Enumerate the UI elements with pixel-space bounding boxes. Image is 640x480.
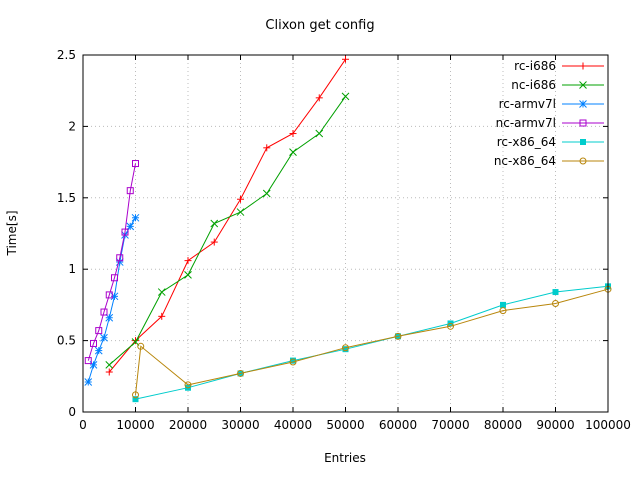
series-rc-x86_64 (132, 283, 611, 403)
legend-entry-nc-i686: nc-i686 (511, 78, 604, 92)
y-axis-label: Time[s] (5, 211, 19, 257)
x-tick-label: 70000 (431, 418, 469, 432)
legend-label: rc-x86_64 (497, 135, 556, 149)
series-rc-armv7l (84, 213, 140, 386)
legend: rc-i686 nc-i686 rc-armv7l nc-armv7l rc-x86_6… (494, 59, 604, 168)
y-tick-label: 1.5 (57, 191, 76, 205)
legend-label: nc-armv7l (496, 116, 556, 130)
y-tick-label: 1 (68, 262, 76, 276)
y-tick-label: 2 (68, 119, 76, 133)
series-nc-i686 (105, 92, 350, 369)
x-tick-label: 90000 (536, 418, 574, 432)
legend-entry-nc-armv7l: nc-armv7l (496, 116, 604, 130)
y-tick-label: 0 (68, 405, 76, 419)
axis-ticks: 0 10000 20000 30000 40000 50000 60000 70000 8000… (57, 48, 631, 432)
chart-generated-content: 0 10000 20000 30000 40000 50000 60000 70000 8000… (57, 48, 631, 432)
x-tick-label: 0 (79, 418, 87, 432)
plot-border (82, 54, 609, 413)
x-tick-label: 100000 (585, 418, 631, 432)
series-rc-i686 (105, 55, 349, 376)
x-tick-label: 40000 (274, 418, 312, 432)
y-tick-label: 2.5 (57, 48, 76, 62)
x-tick-label: 60000 (379, 418, 417, 432)
x-tick-label: 50000 (326, 418, 364, 432)
legend-entry-nc-x86_64: nc-x86_64 (494, 154, 604, 168)
series-nc-x86_64 (132, 285, 612, 399)
legend-entry-rc-i686: rc-i686 (514, 59, 604, 73)
x-tick-label: 20000 (169, 418, 207, 432)
chart-title: Clixon get config (265, 18, 374, 33)
x-tick-label: 10000 (116, 418, 154, 432)
x-tick-label: 80000 (484, 418, 522, 432)
legend-entry-rc-armv7l: rc-armv7l (499, 97, 604, 111)
x-tick-label: 30000 (221, 418, 259, 432)
legend-label: nc-x86_64 (494, 154, 556, 168)
series-nc-armv7l (84, 160, 139, 365)
legend-label: rc-i686 (514, 59, 556, 73)
legend-label: rc-armv7l (499, 97, 556, 111)
legend-label: nc-i686 (511, 78, 556, 92)
x-axis-label: Entries (324, 451, 366, 465)
y-tick-label: 0.5 (57, 334, 76, 348)
legend-entry-rc-x86_64: rc-x86_64 (497, 135, 604, 149)
